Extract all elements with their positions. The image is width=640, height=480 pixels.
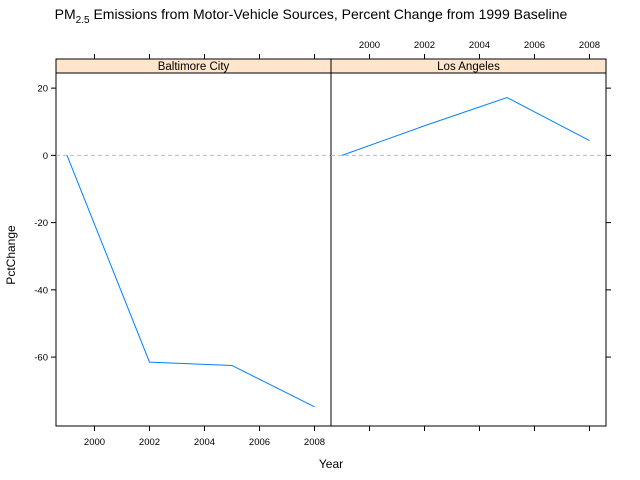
panel-frame-los-angeles [330,72,607,427]
x-tick-label-top-2004: 2004 [469,40,490,51]
x-tick-label-bottom-2002: 2002 [139,437,160,448]
strip-label-los-angeles: Los Angeles [437,61,500,73]
x-tick-label-bottom-2006: 2006 [249,437,270,448]
panels-layer: Baltimore City Los Angeles [55,58,607,427]
chart-title-subscript: 2.5 [76,15,90,26]
x-tick-label-bottom-2008: 2008 [304,437,325,448]
axes-layer: 2000 2002 2004 2006 2008 2000 2002 2004 2006 2008… [34,40,611,448]
strip-label-baltimore-city: Baltimore City [158,61,230,73]
x-tick-label-top-2008: 2008 [579,40,600,51]
y-tick-label-0: 0 [43,151,48,162]
x-axis-label: Year [319,457,343,471]
chart-title-suffix: Emissions from Motor-Vehicle Sources, Pe… [90,6,568,22]
y-tick-label-20: 20 [37,84,48,95]
x-tick-label-bottom-2000: 2000 [84,437,105,448]
y-tick-label--60: -60 [34,353,48,364]
y-tick-label--40: -40 [34,285,48,296]
x-tick-label-top-2006: 2006 [524,40,545,51]
chart-title-prefix: PM [55,6,76,22]
x-tick-label-bottom-2004: 2004 [194,437,215,448]
y-axis-label: PctChange [4,225,18,285]
y-tick-label--20: -20 [34,218,48,229]
x-tick-label-top-2000: 2000 [359,40,380,51]
x-tick-label-top-2002: 2002 [414,40,435,51]
chart-title: PM2.5 Emissions from Motor-Vehicle Sourc… [55,6,568,26]
panel-frame-baltimore-city [55,72,332,427]
series-line-baltimore-city [66,155,315,408]
series-line-los-angeles [341,96,590,156]
